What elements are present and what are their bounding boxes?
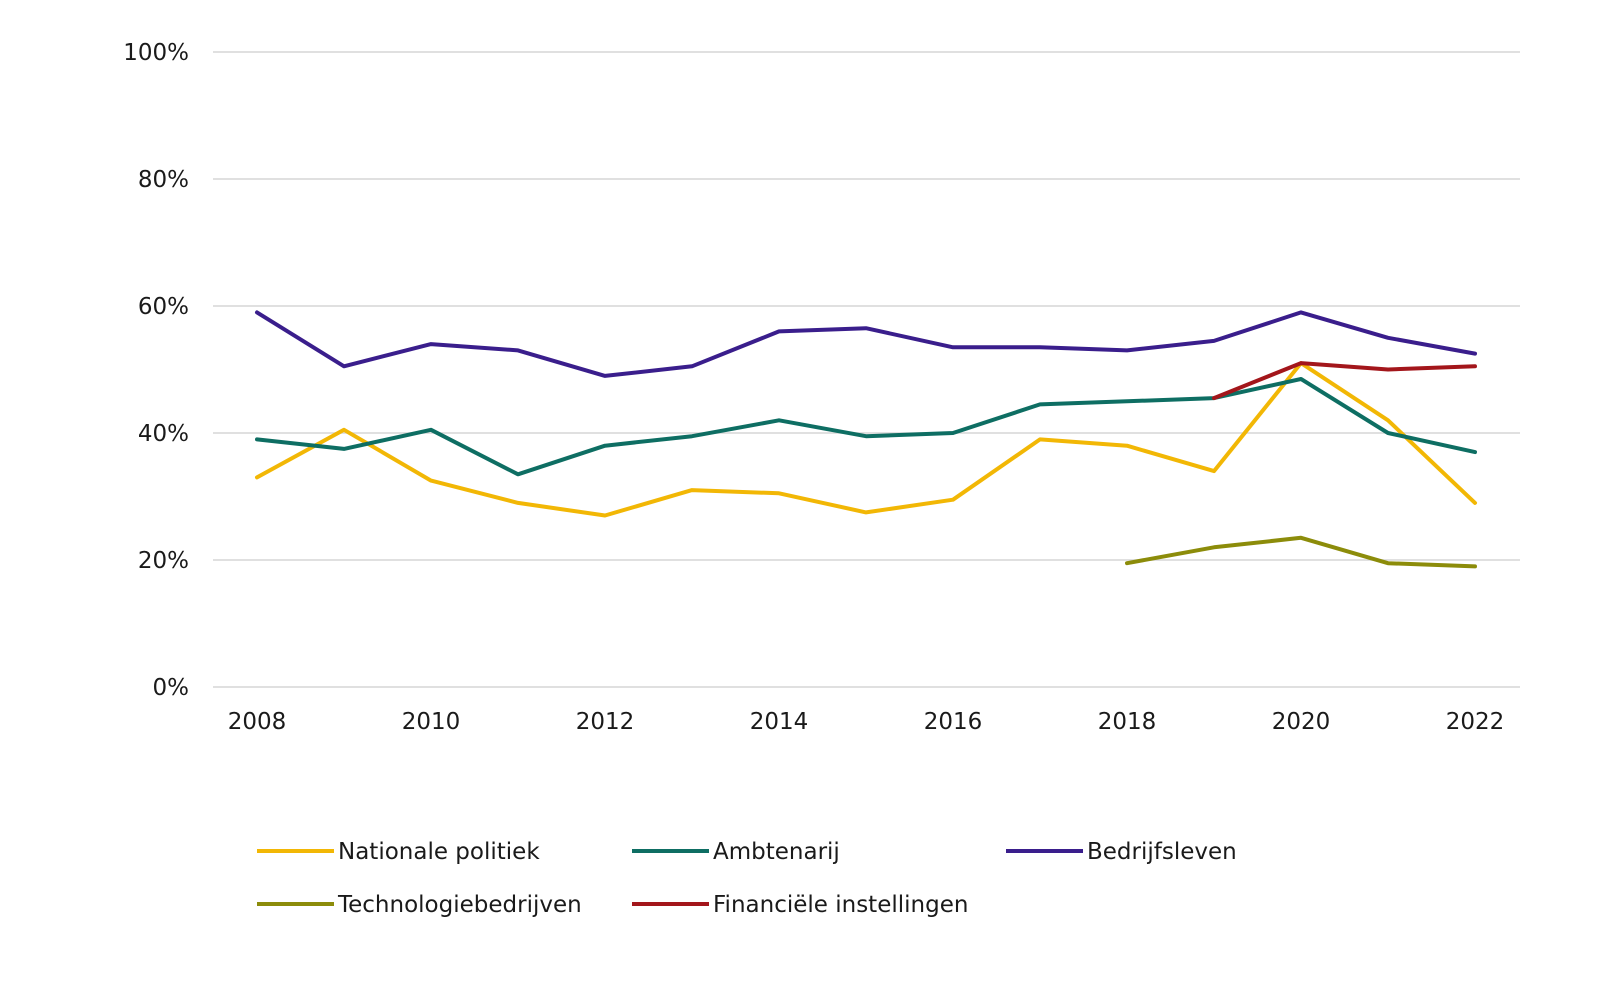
legend-label: Nationale politiek	[338, 839, 540, 865]
x-tick-label: 2016	[924, 709, 983, 735]
y-tick-label: 0%	[153, 675, 190, 701]
series-line-0	[255, 361, 1477, 518]
x-tick-label: 2018	[1098, 709, 1157, 735]
x-axis-ticks: 2008 2010 2012 2014 2016 2018 2020 2022	[228, 709, 1505, 735]
legend-label: Ambtenarij	[713, 839, 840, 865]
series-lines	[255, 310, 1477, 569]
x-tick-label: 2020	[1272, 709, 1331, 735]
y-tick-label: 20%	[138, 548, 189, 574]
y-axis-ticks: 0% 20% 40% 60% 80% 100%	[123, 40, 189, 701]
series-line-3	[1125, 535, 1477, 569]
legend-label: Bedrijfsleven	[1087, 839, 1237, 865]
series-line-2	[255, 310, 1477, 378]
y-tick-label: 40%	[138, 421, 189, 447]
gridlines	[213, 51, 1520, 688]
series-line-4	[1212, 361, 1477, 401]
y-tick-label: 80%	[138, 167, 189, 193]
series-line-1	[255, 377, 1477, 477]
x-tick-label: 2012	[576, 709, 635, 735]
legend-label: Technologiebedrijven	[337, 892, 582, 918]
x-tick-label: 2014	[750, 709, 809, 735]
legend-label: Financiële instellingen	[713, 892, 968, 918]
x-tick-label: 2010	[402, 709, 461, 735]
y-tick-label: 60%	[138, 294, 189, 320]
x-tick-label: 2008	[228, 709, 287, 735]
y-tick-label: 100%	[123, 40, 189, 66]
x-tick-label: 2022	[1446, 709, 1505, 735]
legend: Nationale politiek Ambtenarij Bedrijfsleve…	[257, 839, 1237, 918]
